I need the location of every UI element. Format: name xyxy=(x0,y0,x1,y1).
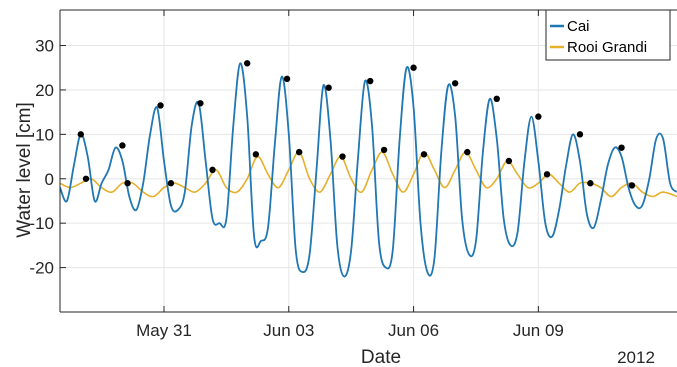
legend-label-rooi-grandi: Rooi Grandi xyxy=(567,39,647,56)
y-tick-label: 30 xyxy=(35,37,54,56)
peak-marker-cai xyxy=(325,84,332,91)
peak-marker-rooi-grandi xyxy=(380,146,388,154)
series-line-cai xyxy=(60,62,677,278)
legend-label-cai: Cai xyxy=(567,18,590,35)
peak-marker-cai xyxy=(283,75,291,83)
peak-marker-rooi-grandi xyxy=(543,171,551,178)
x-tick-label: May 31 xyxy=(136,321,192,340)
peak-marker-cai xyxy=(410,64,417,71)
peak-marker-rooi-grandi xyxy=(628,182,636,189)
peak-marker-rooi-grandi xyxy=(464,148,471,156)
x-tick-label: Jun 09 xyxy=(513,321,564,340)
peak-marker-cai xyxy=(493,95,500,103)
peak-marker-rooi-grandi xyxy=(295,148,303,156)
peak-marker-cai xyxy=(367,77,374,85)
x-axis-title: Date xyxy=(361,347,401,367)
y-tick-label: 10 xyxy=(35,125,54,144)
x-tick-label: Jun 03 xyxy=(263,321,314,340)
x-tick-label: Jun 06 xyxy=(388,321,439,340)
peak-marker-rooi-grandi xyxy=(339,153,346,160)
y-tick-label: -20 xyxy=(29,259,54,278)
series-line-rooi-grandi xyxy=(60,151,677,198)
legend-box xyxy=(545,9,671,61)
peak-marker-cai xyxy=(119,142,126,149)
peak-marker-rooi-grandi xyxy=(420,151,428,158)
y-tick-label: -10 xyxy=(29,214,54,233)
peak-marker-cai xyxy=(77,131,84,138)
y-tick-label: 20 xyxy=(35,81,54,100)
y-axis-title: Water level [cm] xyxy=(14,102,35,238)
peak-marker-rooi-grandi xyxy=(209,166,216,174)
legend: Cai Rooi Grandi xyxy=(545,9,671,61)
peak-marker-rooi-grandi xyxy=(587,180,594,187)
peak-marker-rooi-grandi xyxy=(252,151,260,158)
peak-marker-cai xyxy=(243,60,251,67)
peak-marker-cai xyxy=(618,144,625,151)
peak-marker-cai xyxy=(157,102,164,109)
peak-marker-cai xyxy=(576,131,584,138)
peak-marker-cai xyxy=(535,113,542,120)
peak-marker-rooi-grandi xyxy=(82,175,90,182)
peak-marker-rooi-grandi xyxy=(124,180,131,187)
y-tick-label: 0 xyxy=(45,170,54,189)
year-label: 2012 xyxy=(617,348,655,367)
series-layer xyxy=(60,60,677,278)
axes: May 31 Jun 03 Jun 06 Jun 09 30 20 10 0 -10 -20 xyxy=(29,9,677,340)
peak-marker-cai xyxy=(451,80,459,87)
peak-marker-rooi-grandi xyxy=(505,157,513,165)
peak-marker-rooi-grandi xyxy=(167,180,175,187)
peak-marker-cai xyxy=(197,100,204,107)
